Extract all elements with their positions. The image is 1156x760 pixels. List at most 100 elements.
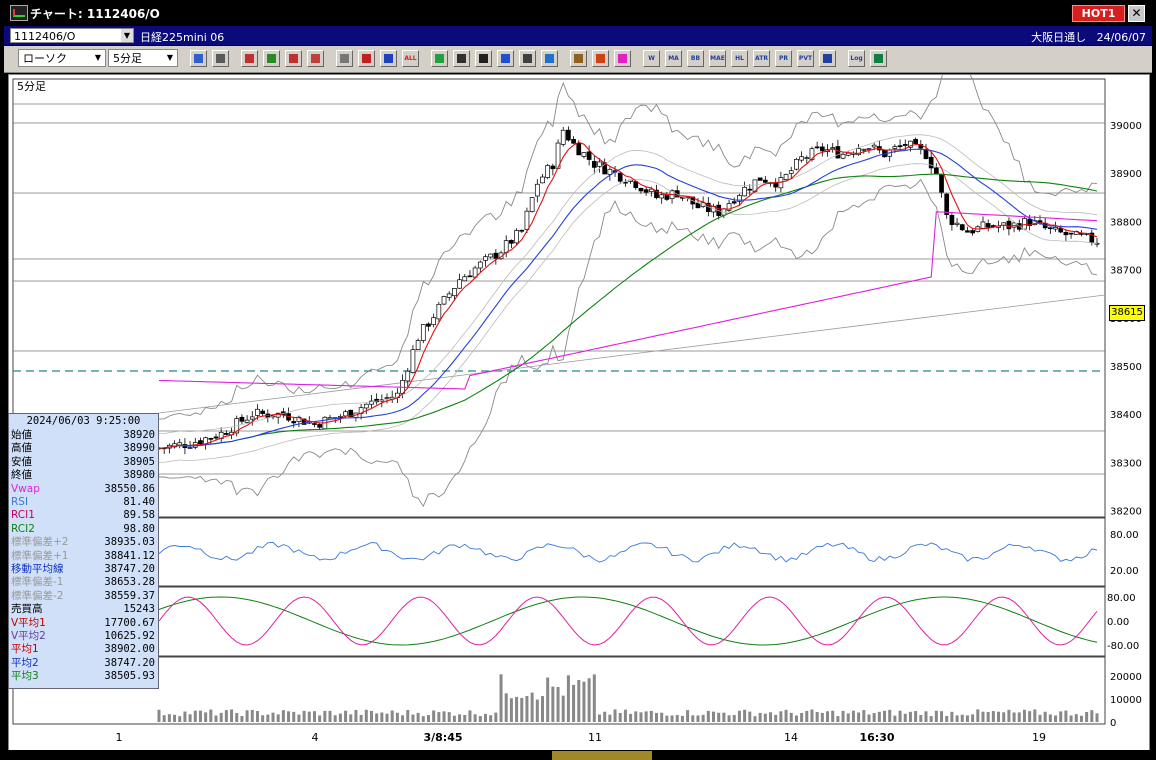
log-button[interactable]: Log	[848, 50, 865, 67]
candle-body	[343, 411, 348, 417]
wrench-button[interactable]	[592, 50, 609, 67]
hl-button[interactable]: HL	[731, 50, 748, 67]
data-row: 終値 38980	[11, 469, 155, 482]
search-button[interactable]	[190, 50, 207, 67]
volume-tick-label: 0	[1110, 718, 1116, 729]
interval-select[interactable]: 5分足 ▼	[108, 49, 178, 67]
candle-body	[757, 177, 763, 181]
grid-button[interactable]	[212, 50, 229, 67]
volume-bar	[675, 714, 679, 722]
candle-body	[949, 215, 955, 225]
candle-body	[1027, 218, 1032, 226]
candle-body	[187, 447, 193, 449]
buy-button[interactable]	[241, 50, 258, 67]
volume-bar	[623, 709, 627, 722]
data-label: RCI1	[11, 509, 35, 522]
chart-type-select[interactable]: ローソク ▼	[18, 49, 106, 67]
volume-bar	[255, 711, 259, 722]
volume-bar	[577, 680, 581, 722]
candle-body	[819, 146, 825, 152]
volume-bar	[566, 675, 570, 722]
memo-button[interactable]	[519, 50, 536, 67]
candle-body	[747, 188, 753, 191]
volume-bar	[312, 711, 316, 722]
candle-body	[534, 183, 540, 197]
pen-button[interactable]	[431, 50, 448, 67]
volume-bar	[375, 713, 379, 722]
close-button[interactable]: ✕	[1128, 5, 1145, 22]
data-row: 標準偏差-2 38559.37	[11, 590, 155, 603]
price-tick-label: 38900	[1110, 169, 1142, 180]
symbol-select[interactable]: 1112406/O ▼	[10, 28, 134, 43]
data-value: 38905	[123, 455, 155, 468]
atr-button[interactable]: ATR	[753, 50, 770, 67]
volume-bar	[649, 710, 653, 722]
box-button[interactable]	[819, 50, 836, 67]
price-chart[interactable]: 5分足 390003890038800387003860038500384003…	[9, 53, 1149, 751]
candle2-button[interactable]	[380, 50, 397, 67]
volume-bar	[914, 711, 918, 722]
all-button[interactable]: ALL	[402, 50, 419, 67]
candle-body	[731, 201, 737, 204]
volume-bar	[1017, 712, 1021, 722]
volume-bar	[883, 710, 887, 722]
data-row: 標準偏差-1 38653.28	[11, 576, 155, 589]
week-button[interactable]: W	[643, 50, 660, 67]
candle-icon	[362, 54, 371, 63]
scroll-thumb[interactable]	[552, 751, 652, 760]
trash-button[interactable]	[541, 50, 558, 67]
bb-button[interactable]: BB	[687, 50, 704, 67]
volume-bar	[1059, 711, 1063, 722]
trade-button[interactable]	[307, 50, 324, 67]
candle-body	[840, 153, 846, 159]
interval-label: 5分足	[17, 80, 46, 93]
zoom-icon	[267, 54, 276, 63]
candle-body	[871, 144, 877, 148]
ma-button[interactable]: MA	[665, 50, 682, 67]
hot-button[interactable]: HOT1	[1072, 5, 1125, 22]
candle-body	[737, 195, 742, 202]
arrow-button[interactable]	[475, 50, 492, 67]
vol-button[interactable]: PR	[775, 50, 792, 67]
line-button[interactable]	[453, 50, 470, 67]
data-row: V平均2 10625.92	[11, 630, 155, 643]
volume-tick-label: 10000	[1110, 695, 1142, 706]
window-title: チャート: 1112406/O	[30, 7, 160, 21]
data-row: 平均2 38747.20	[11, 657, 155, 670]
volume-bar	[385, 713, 389, 722]
rotate-button[interactable]	[497, 50, 514, 67]
candle-body	[680, 196, 685, 199]
data-value: 38841.12	[104, 549, 155, 562]
data-value: 98.80	[123, 522, 155, 535]
candle-body	[493, 252, 499, 259]
volume-bar	[167, 714, 171, 722]
candle-button[interactable]	[358, 50, 375, 67]
volume-bar	[991, 711, 995, 722]
volume-bar	[188, 714, 192, 722]
volume-bar	[794, 715, 798, 722]
gear-button[interactable]	[570, 50, 587, 67]
volume-bar	[1054, 715, 1058, 722]
horizontal-scrollbar[interactable]	[4, 750, 1152, 760]
candle-body	[814, 146, 820, 149]
data-label: 平均1	[11, 643, 39, 656]
moving-average-2	[158, 148, 1098, 449]
volume-bar	[489, 715, 493, 722]
candle-body	[591, 161, 597, 168]
export-button[interactable]	[870, 50, 887, 67]
info-button[interactable]	[336, 50, 353, 67]
pvt-button[interactable]: PVT	[797, 50, 814, 67]
data-value: 89.58	[123, 509, 155, 522]
volume-bar	[836, 716, 840, 722]
zoom-button[interactable]	[263, 50, 280, 67]
candle-body	[597, 161, 602, 167]
color-button[interactable]	[614, 50, 631, 67]
x-axis-label: 4	[312, 731, 319, 744]
mae-button[interactable]: MAE	[709, 50, 726, 67]
volume-bar	[1074, 714, 1078, 722]
candle-body	[312, 423, 317, 425]
scale-button[interactable]	[285, 50, 302, 67]
volume-bar	[240, 716, 244, 722]
rsi-panel-frame	[12, 517, 1106, 587]
chart-area[interactable]: 5分足 390003890038800387003860038500384003…	[8, 53, 1150, 752]
